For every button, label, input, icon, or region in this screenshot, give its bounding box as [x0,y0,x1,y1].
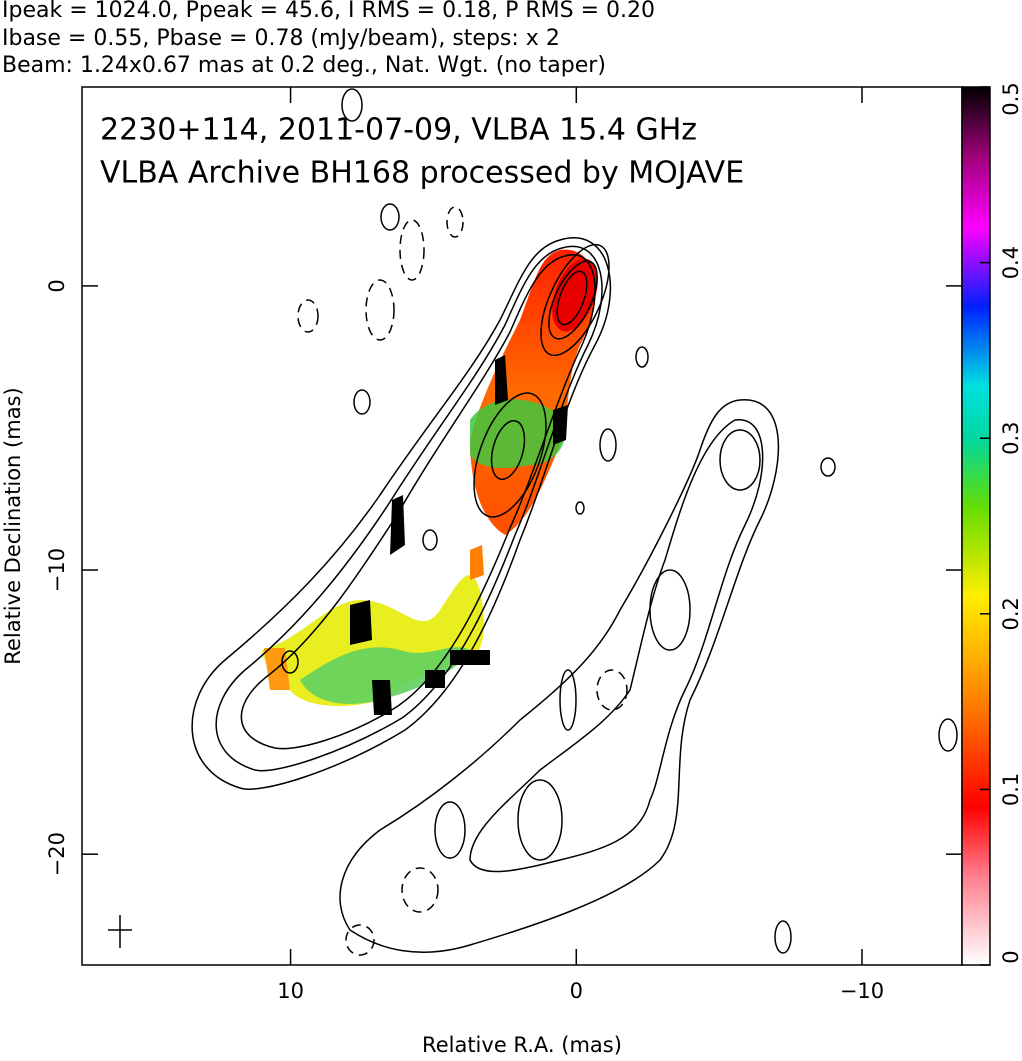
contour [596,669,628,711]
pol-image [425,670,445,688]
x-axis-label: Relative R.A. (mas) [422,1033,622,1057]
pol-image [450,650,490,665]
colorbar-tick-label: 0.2 [999,597,1022,630]
y-axis-label: Relative Declination (mas) [1,387,25,664]
header-line: Ibase = 0.55, Pbase = 0.78 (mJy/beam), s… [2,26,560,51]
contour [649,569,691,651]
colorbar-tick-label: 0.1 [999,773,1022,806]
contour [599,428,617,462]
colorbar-tick-label: 0.3 [999,421,1022,454]
y-tick-label: 0 [45,279,69,292]
x-tick-label: 0 [570,979,583,1003]
contour [820,457,836,477]
contour [540,243,610,357]
colorbar-tick-label: 0 [999,950,1022,963]
x-tick-label: −10 [840,979,884,1003]
contour [240,253,596,750]
contour [635,346,649,368]
x-tick-label: 10 [277,979,304,1003]
contour [719,429,761,491]
contour [191,237,612,790]
contour [490,420,526,480]
plot-frame [81,86,963,966]
colorbar-tick-label: 0.5 [999,82,1022,115]
colorbar-tick-label: 0.4 [999,246,1022,279]
contour [215,245,603,772]
header: Ipeak = 1024.0, Ppeak = 45.6, I RMS = 0.… [2,0,655,78]
contour [365,279,395,341]
contour [556,270,588,326]
contour [469,419,764,873]
pol-image [372,680,392,715]
pol-image [470,545,484,580]
y-tick-label: −10 [45,548,69,592]
pol-image [390,495,405,555]
pol-image [495,355,508,405]
contour [473,392,547,518]
contour [517,779,563,861]
contour [399,219,425,281]
contour [548,260,598,340]
contour [434,801,466,859]
contour [938,718,958,752]
contour [380,203,400,231]
header-line: Beam: 1.24x0.67 mas at 0.2 deg., Nat. Wg… [2,53,606,78]
contour [446,206,464,238]
contour [339,399,780,953]
contour [559,669,577,731]
y-tick-label: −20 [45,832,69,876]
contour [422,529,438,551]
pol-image [300,647,470,704]
plot-title: VLBA Archive BH168 processed by MOJAVE [100,156,744,191]
colorbar [961,86,991,966]
contour [774,920,792,954]
contour [353,389,371,415]
map-image [108,88,958,956]
contour [575,501,585,515]
plot-title: 2230+114, 2011-07-09, VLBA 15.4 GHz [100,113,697,148]
contour [281,650,299,674]
pol-image [470,399,566,468]
contour [297,299,319,333]
contour [345,924,375,956]
contour [401,867,439,913]
header-line: Ipeak = 1024.0, Ppeak = 45.6, I RMS = 0.… [2,0,655,23]
contour [341,88,363,122]
pol-image [350,600,372,645]
